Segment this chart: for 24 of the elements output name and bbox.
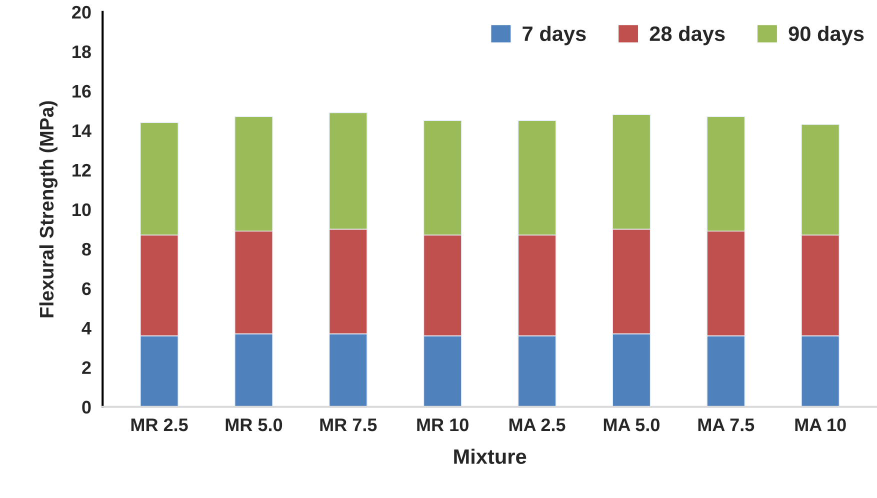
y-tick-label: 16 [72, 84, 91, 98]
y-tick-label: 6 [82, 282, 91, 296]
x-axis-title: Mixture [454, 448, 526, 464]
x-tick-label: MR 5.0 [226, 418, 282, 432]
legend-label: 90 days [788, 26, 864, 46]
y-tick-label: 0 [82, 400, 91, 414]
x-tick-label: MR 7.5 [320, 418, 377, 432]
x-tick-label: MA 2.5 [509, 418, 566, 432]
x-tick-label: MA 5.0 [604, 418, 660, 432]
y-tick-label: 10 [72, 203, 91, 216]
legend-label: 7 days [522, 26, 586, 46]
y-tick-label: 2 [82, 361, 91, 374]
x-tick-label: MR 10 [417, 418, 468, 432]
y-tick-label: 4 [82, 322, 92, 334]
y-tick-label: 12 [72, 164, 91, 176]
x-tick-label: MA 7.5 [698, 418, 754, 432]
y-tick-label: 14 [72, 124, 92, 137]
x-tick-label: MA 10 [795, 418, 846, 432]
y-axis-title: Flexural Strength (MPa) [39, 101, 58, 318]
x-tick-label: MR 2.5 [131, 418, 188, 432]
y-tick-label: 18 [72, 45, 91, 58]
y-tick-label: 8 [82, 242, 91, 256]
y-tick-label: 20 [72, 6, 91, 19]
legend-label: 28 days [650, 26, 725, 46]
